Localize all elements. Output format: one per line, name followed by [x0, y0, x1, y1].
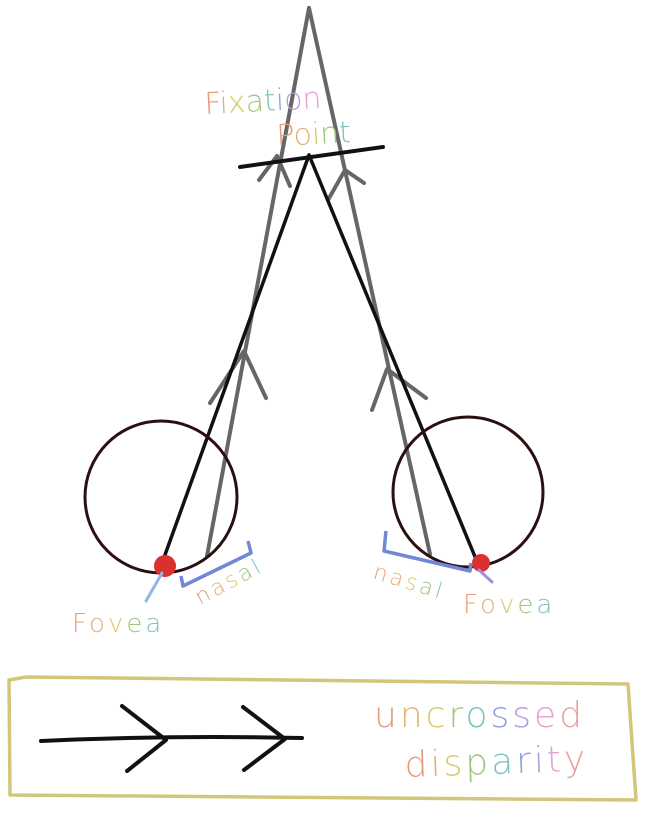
legend: uncrossed disparity: [7, 675, 638, 802]
fovea-label-left: Fovea: [72, 609, 164, 639]
legend-arrowhead-1: [120, 704, 168, 773]
label-letter: a: [490, 741, 516, 783]
label-letter: i: [430, 744, 444, 785]
label-letter: s: [512, 695, 534, 736]
label-letter: s: [402, 570, 423, 598]
legend-uncrossed-letters: uncrossed: [374, 695, 585, 736]
label-letter: d: [404, 744, 431, 786]
label-letter: o: [465, 695, 490, 736]
label-letter: a: [416, 574, 439, 603]
fovea-right-letters: Fovea: [463, 590, 555, 620]
nasal-bracket-right: [382, 530, 473, 573]
label-letter: a: [145, 609, 164, 639]
label-letter: e: [534, 695, 559, 736]
arrowhead-gray-left-upper: [257, 154, 292, 188]
gray-ray-right: [307, 6, 432, 556]
label-letter: n: [319, 116, 340, 152]
black-rays: [159, 153, 480, 568]
nasal-label-right: nasal: [370, 560, 448, 605]
right-eye: [391, 415, 545, 569]
fovea-dot-left: [154, 555, 176, 577]
label-letter: o: [480, 590, 499, 620]
point-letters: Point: [276, 115, 352, 154]
label-letter: t: [263, 83, 277, 119]
fovea-label-right: Fovea: [463, 590, 555, 620]
label-letter: s: [491, 695, 513, 736]
label-letter: t: [546, 739, 565, 781]
legend-arrow-shaft: [39, 735, 304, 743]
arrowhead-gray-right-upper: [326, 168, 366, 202]
label-letter: u: [374, 695, 400, 736]
black-ray-left: [159, 153, 311, 568]
label-letter: o: [293, 117, 313, 153]
label-letter: r: [448, 695, 465, 736]
label-letter: e: [517, 590, 536, 620]
black-ray-right: [307, 153, 480, 566]
label-letter: p: [464, 742, 491, 784]
label-letter: x: [227, 85, 247, 121]
label-letter: v: [108, 609, 126, 639]
label-letter: o: [89, 609, 108, 639]
label-letter: n: [400, 695, 426, 736]
label-letter: d: [559, 695, 585, 736]
label-letter: F: [204, 86, 221, 122]
arrowhead-gray-right-lower: [370, 367, 428, 412]
left-eye: [83, 419, 239, 575]
gray-rays: [205, 6, 432, 558]
label-letter: F: [463, 590, 480, 620]
point-label: Point: [276, 115, 352, 154]
label-letter: i: [219, 86, 229, 121]
fovea-pointer-left: [144, 571, 164, 603]
legend-disparity-letters: disparity: [404, 739, 589, 786]
fovea-left-letters: Fovea: [72, 609, 164, 639]
label-letter: i: [275, 83, 285, 118]
label-letter: a: [536, 590, 555, 620]
label-letter: o: [283, 82, 303, 118]
label-letter: n: [301, 81, 322, 117]
label-letter: s: [443, 743, 466, 785]
label-letter: y: [563, 739, 589, 781]
label-letter: a: [386, 565, 409, 594]
label-letter: F: [72, 609, 89, 639]
label-letter: n: [370, 560, 394, 589]
label-letter: e: [126, 609, 145, 639]
label-letter: P: [276, 118, 295, 154]
label-letter: t: [338, 115, 352, 151]
label-letter: a: [245, 84, 265, 120]
label-letter: v: [499, 590, 517, 620]
fixation-letters: Fixation: [204, 81, 323, 122]
label-letter: i: [311, 117, 321, 152]
label-letter: c: [426, 695, 449, 736]
fovea-pointer-right: [477, 568, 494, 584]
fovea-dot-right: [472, 554, 490, 572]
legend-box: [7, 675, 638, 802]
gray-ray-left: [205, 6, 311, 558]
label-letter: r: [515, 741, 534, 783]
fixation-label: Fixation: [204, 81, 323, 122]
legend-text-uncrossed: uncrossed: [374, 695, 585, 736]
label-letter: i: [533, 740, 547, 781]
nasal-bracket-left: [179, 540, 253, 588]
legend-arrow-icon: [39, 704, 304, 773]
arrowhead-gray-left-lower: [208, 349, 268, 405]
legend-text-disparity: disparity: [404, 739, 589, 786]
nasal-right-letters: nasal: [370, 560, 448, 605]
legend-arrowhead-2: [241, 705, 287, 772]
